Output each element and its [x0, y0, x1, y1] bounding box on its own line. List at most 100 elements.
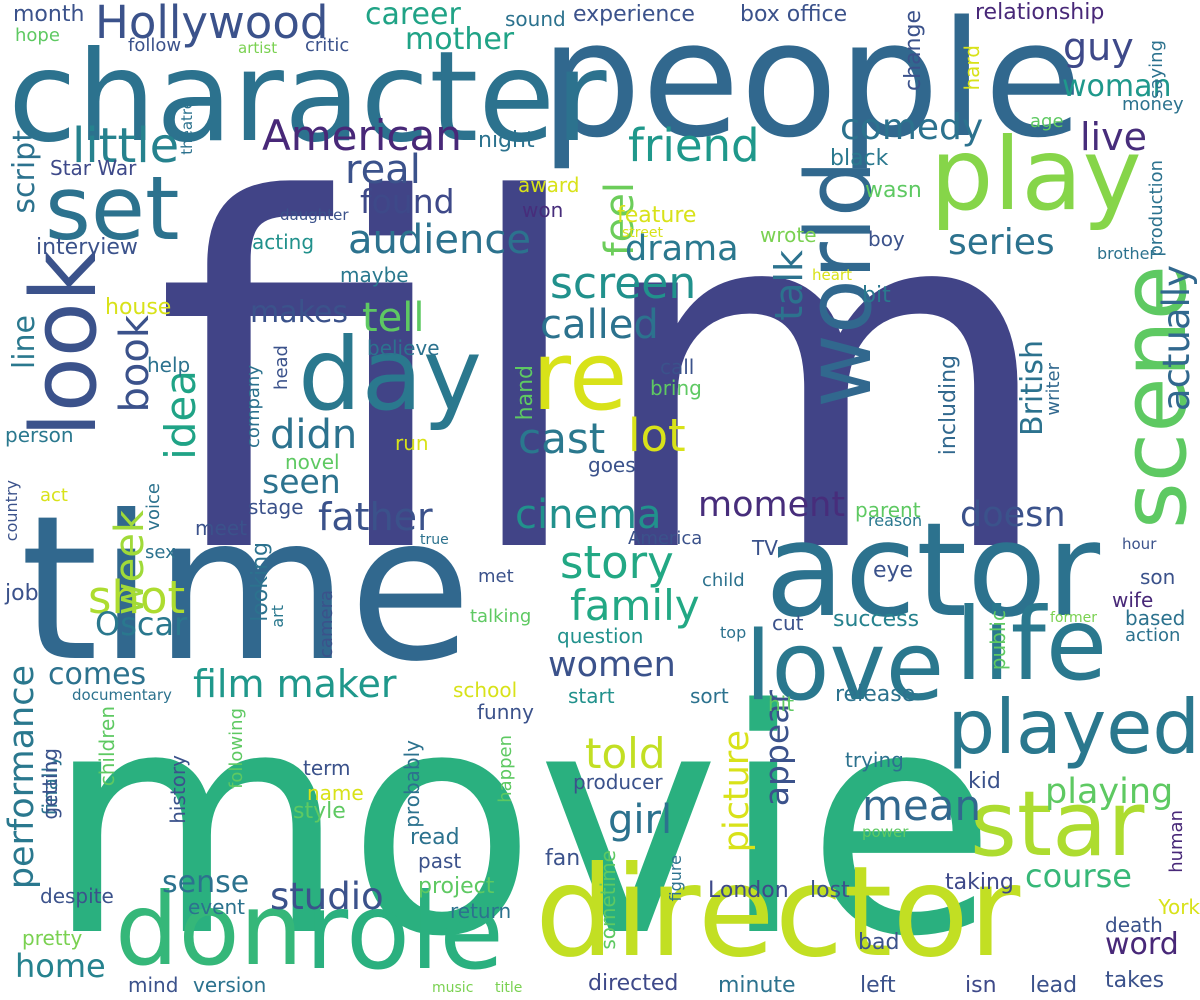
- word-saying: saying: [1146, 40, 1167, 99]
- word-human: human: [1166, 810, 1187, 873]
- word-public: public: [986, 610, 1010, 671]
- word-shot: shot: [88, 571, 186, 624]
- word-picture: picture: [717, 730, 757, 853]
- word-hit: hit: [768, 692, 795, 716]
- word-london: London: [708, 878, 789, 903]
- word-film-maker: film maker: [193, 662, 397, 706]
- word-title: title: [495, 980, 523, 996]
- word-people: people: [540, 0, 1083, 173]
- word-day: day: [298, 316, 482, 433]
- word-america: America: [628, 528, 703, 549]
- word-age: age: [1030, 111, 1064, 132]
- word-woman: woman: [1062, 69, 1172, 104]
- word-takes: takes: [1105, 968, 1165, 993]
- word-documentary: documentary: [72, 686, 172, 704]
- word-house: house: [105, 295, 172, 320]
- word-set: set: [45, 157, 180, 260]
- word-happen: happen: [495, 735, 516, 803]
- word-believe: believe: [367, 336, 440, 360]
- word-hope: hope: [15, 25, 60, 46]
- word-doesn: doesn: [960, 495, 1066, 535]
- word-love: love: [745, 612, 945, 722]
- word-isn: isn: [965, 973, 997, 998]
- word-taking: taking: [945, 870, 1014, 895]
- word-hour: hour: [1122, 535, 1157, 553]
- word-father: father: [318, 495, 433, 539]
- word-seen: seen: [262, 462, 341, 501]
- word-cast: cast: [518, 414, 606, 463]
- word-comes: comes: [48, 657, 147, 692]
- word-hand: hand: [513, 365, 538, 421]
- word-style: style: [293, 799, 346, 824]
- word-lot: lot: [628, 409, 686, 462]
- word-sex: sex: [145, 542, 176, 563]
- word-novel: novel: [285, 450, 340, 474]
- word-action: action: [1125, 625, 1181, 646]
- word-box-office: box office: [740, 2, 848, 27]
- word-idea: idea: [156, 370, 205, 460]
- word-artist: artist: [238, 39, 278, 57]
- word-getting: getting: [38, 748, 62, 820]
- word-experience: experience: [573, 2, 695, 27]
- word-funny: funny: [477, 700, 534, 724]
- word-award: award: [518, 173, 580, 197]
- word-story: story: [560, 536, 674, 589]
- word-theatre: theatre: [178, 100, 196, 155]
- word-sound: sound: [505, 7, 566, 31]
- word-little: little: [72, 118, 180, 174]
- word-street: street: [622, 225, 663, 241]
- word-history: history: [166, 755, 190, 824]
- word-past: past: [418, 849, 462, 873]
- word-child: child: [702, 570, 745, 591]
- word-drama: drama: [625, 229, 739, 269]
- word-mean: mean: [862, 781, 982, 830]
- word-hollywood: Hollywood: [95, 0, 329, 49]
- word-series: series: [948, 222, 1055, 263]
- word-maybe: maybe: [340, 263, 409, 287]
- word-son: son: [1140, 565, 1176, 589]
- word-success: success: [833, 607, 920, 632]
- word-brother: brother: [1097, 244, 1157, 263]
- word-change: change: [901, 10, 926, 91]
- word-kid: kid: [968, 769, 1001, 794]
- word-word: word: [1105, 927, 1179, 962]
- word-boy: boy: [868, 227, 905, 251]
- word-studio: studio: [270, 875, 384, 918]
- word-call: call: [660, 355, 695, 379]
- word-character: character: [8, 25, 607, 170]
- word-version: version: [193, 973, 267, 997]
- word-lost: lost: [810, 878, 850, 903]
- word-oscar: Oscar: [95, 605, 188, 643]
- word-bit: bit: [862, 283, 891, 308]
- word-actor: actor: [765, 494, 1101, 646]
- word-money: money: [1122, 94, 1184, 115]
- word-playing: playing: [1045, 772, 1174, 812]
- word-directed: directed: [588, 971, 679, 996]
- word-producer: producer: [573, 770, 663, 794]
- word-re: re: [532, 322, 628, 432]
- word-line: line: [7, 315, 42, 370]
- word-performance: performance: [2, 665, 42, 890]
- word-life: life: [955, 586, 1108, 703]
- word-moment: moment: [698, 485, 846, 525]
- word-real: real: [345, 147, 421, 193]
- word-star-war: Star War: [50, 156, 137, 180]
- word-guy: guy: [1063, 25, 1134, 69]
- word-month: month: [13, 2, 85, 27]
- word-script: script: [7, 130, 42, 214]
- word-don: don: [115, 871, 304, 988]
- word-music: music: [432, 980, 474, 996]
- word-told: told: [585, 729, 666, 778]
- word-live: live: [1080, 115, 1147, 159]
- word-top: top: [720, 623, 747, 642]
- word-director: director: [535, 840, 1021, 985]
- word-return: return: [450, 899, 512, 923]
- word-film: film: [155, 100, 1059, 659]
- word-women: women: [548, 645, 676, 685]
- word-talk: talk: [767, 250, 811, 321]
- word-company: company: [243, 365, 264, 448]
- word-mother: mother: [405, 22, 515, 57]
- word-head: head: [271, 345, 292, 390]
- word-bring: bring: [650, 376, 702, 400]
